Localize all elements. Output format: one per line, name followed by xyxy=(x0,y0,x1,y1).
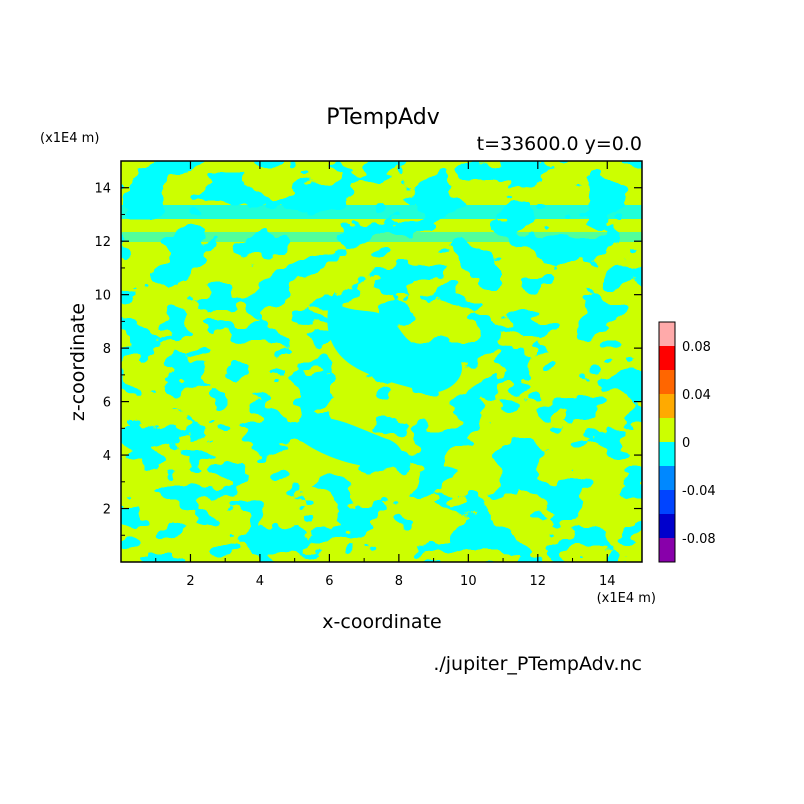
colorbar-swatch xyxy=(659,442,675,466)
x-axis: 2 4 6 8 10 12 14 xyxy=(155,161,616,589)
contour-field xyxy=(121,161,642,562)
x-axis-label: x-coordinate xyxy=(322,611,441,633)
colorbar-swatch xyxy=(659,394,675,418)
colorbar-swatch xyxy=(659,346,675,370)
x-tick-label: 6 xyxy=(325,574,333,589)
x-tick-label: 4 xyxy=(256,574,264,589)
y-tick-label: 4 xyxy=(103,449,111,464)
chart-title: PTempAdv xyxy=(326,105,440,130)
colorbar-swatch xyxy=(659,538,675,562)
colorbar-frame xyxy=(658,321,676,563)
colorbar-swatch xyxy=(659,322,675,346)
x-tick-label: 12 xyxy=(530,574,547,589)
colorbar-swatch xyxy=(659,490,675,514)
x-tick-label: 8 xyxy=(395,574,403,589)
field-band-top xyxy=(121,205,642,219)
colorbar-tick-label: -0.08 xyxy=(682,532,716,547)
colorbar: 0.08 0.04 0 -0.04 -0.08 xyxy=(658,321,716,563)
y-tick-label: 14 xyxy=(94,182,111,197)
colorbar-swatch xyxy=(659,466,675,490)
field-central-plume xyxy=(327,300,462,393)
colorbar-tick-label: 0 xyxy=(682,436,690,451)
colorbar-swatch xyxy=(659,514,675,538)
field-central-plume-2 xyxy=(300,417,403,469)
plot-frame xyxy=(120,160,643,563)
y-tick-label: 8 xyxy=(103,342,111,357)
y-tick-label: 10 xyxy=(94,289,111,304)
y-tick-label: 2 xyxy=(103,503,111,518)
x-tick-label: 14 xyxy=(599,574,616,589)
y-unit-label: (x1E4 m) xyxy=(40,131,99,146)
field-band-upper xyxy=(121,232,642,242)
x-tick-label: 2 xyxy=(186,574,194,589)
y-axis: 2 4 6 8 10 12 14 xyxy=(94,182,642,536)
colorbar-swatch xyxy=(659,418,675,442)
x-tick-label: 10 xyxy=(460,574,477,589)
y-axis-label: z-coordinate xyxy=(67,303,89,421)
chart-subtitle: t=33600.0 y=0.0 xyxy=(477,133,642,155)
colorbar-tick-label: 0.08 xyxy=(682,340,711,355)
y-tick-label: 12 xyxy=(94,235,111,250)
colorbar-tick-label: 0.04 xyxy=(682,388,711,403)
x-unit-label: (x1E4 m) xyxy=(597,591,656,606)
colorbar-tick-label: -0.04 xyxy=(682,484,716,499)
source-file-label: ./jupiter_PTempAdv.nc xyxy=(433,653,642,675)
colorbar-swatch xyxy=(659,370,675,394)
y-tick-label: 6 xyxy=(103,396,111,411)
